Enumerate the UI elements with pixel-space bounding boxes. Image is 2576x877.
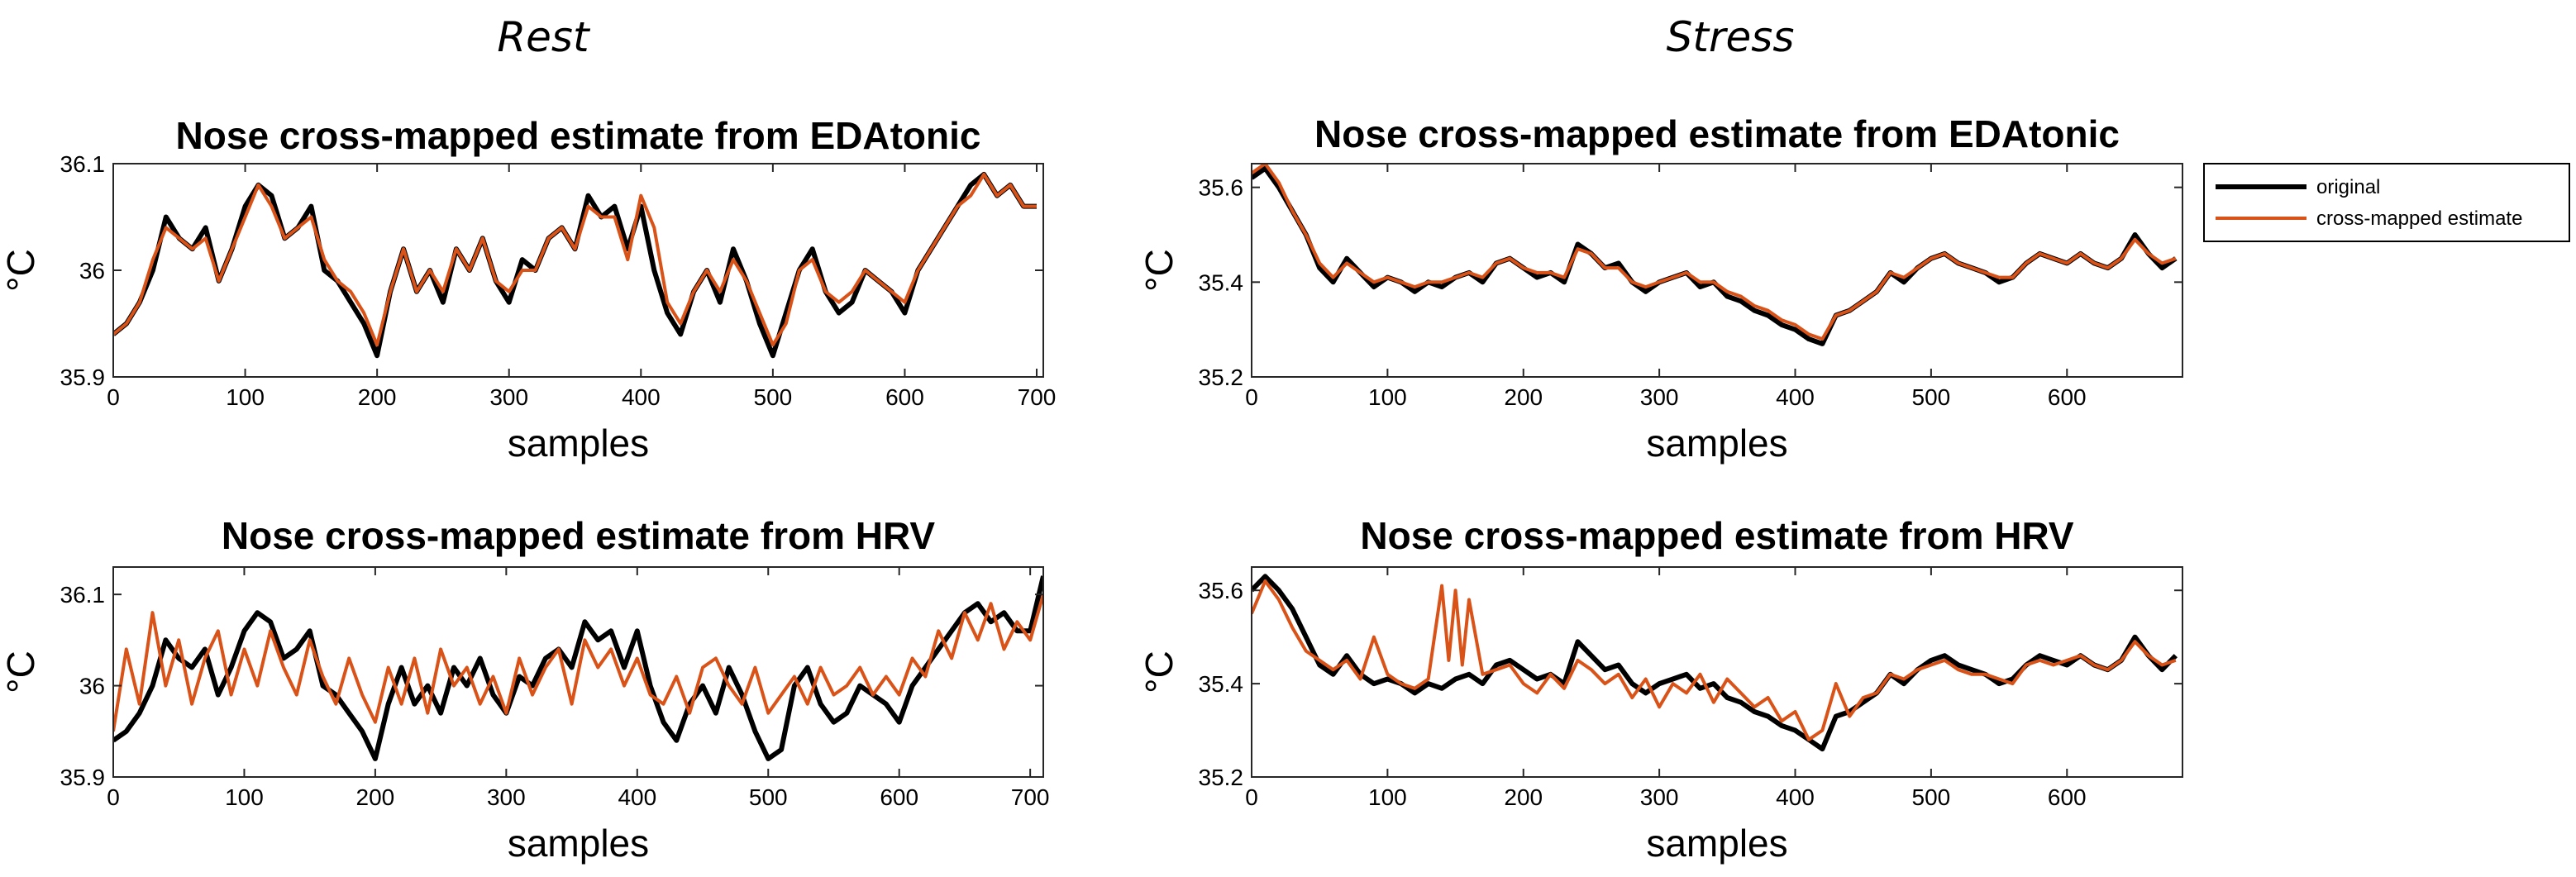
series-estimate-line (113, 172, 1037, 347)
x-tick-label: 600 (2048, 784, 2087, 810)
y-axis-label: °C (1138, 249, 1181, 292)
chart-title: Nose cross-mapped estimate from HRV (1360, 514, 2074, 557)
y-tick-label: 36.1 (60, 151, 106, 177)
column-title-stress: Stress (1667, 13, 1795, 61)
x-tick-label: 0 (1245, 384, 1258, 410)
x-tick-label: 500 (749, 784, 788, 810)
y-axis-label: °C (0, 651, 42, 693)
legend-box (2203, 163, 2570, 242)
x-tick-label: 100 (225, 784, 264, 810)
x-tick-label: 0 (107, 784, 120, 810)
x-tick-label: 200 (1504, 384, 1543, 410)
plot-area (1252, 164, 2182, 377)
x-tick-label: 200 (1504, 784, 1543, 810)
y-tick-label: 35.4 (1199, 269, 1244, 295)
x-axis-label: samples (1646, 422, 1787, 465)
y-tick-label: 35.2 (1199, 365, 1244, 390)
legend-label-estimate: cross-mapped estimate (2316, 207, 2522, 230)
series-estimate-line (1252, 164, 2177, 341)
y-tick-label: 35.6 (1199, 175, 1244, 201)
legend: original cross-mapped estimate (2203, 163, 2570, 242)
x-tick-label: 600 (2048, 384, 2087, 410)
chart-title: Nose cross-mapped estimate from EDAtonic (1314, 112, 2120, 155)
chart-panel-rest-edatonic: Nose cross-mapped estimate from EDAtonic… (0, 114, 1056, 465)
x-tick-label: 700 (1018, 384, 1057, 410)
y-tick-label: 35.9 (60, 365, 106, 390)
series-estimate-line (1252, 579, 2177, 741)
x-tick-label: 300 (487, 784, 526, 810)
y-tick-label: 35.9 (60, 765, 106, 790)
axes-box (1251, 566, 2183, 778)
y-axis-label: °C (1138, 651, 1181, 693)
x-tick-label: 100 (1368, 384, 1407, 410)
y-axis-label: °C (0, 249, 42, 292)
y-tick-label: 35.4 (1199, 671, 1244, 697)
x-tick-label: 500 (1912, 784, 1951, 810)
x-tick-label: 200 (358, 384, 397, 410)
x-tick-label: 0 (107, 384, 120, 410)
x-tick-label: 300 (1640, 384, 1679, 410)
x-axis-label: samples (508, 422, 649, 465)
y-tick-label: 35.2 (1199, 765, 1244, 790)
x-axis-label: samples (1646, 822, 1787, 865)
x-tick-label: 500 (754, 384, 793, 410)
chart-title: Nose cross-mapped estimate from EDAtonic (176, 114, 981, 157)
x-tick-label: 600 (880, 784, 918, 810)
chart-panel-stress-edatonic: Nose cross-mapped estimate from EDAtonic… (1138, 112, 2183, 465)
x-tick-label: 400 (1776, 384, 1815, 410)
y-tick-label: 35.6 (1199, 578, 1244, 603)
chart-panel-stress-hrv: Nose cross-mapped estimate from HRV 0 100 2… (1138, 514, 2183, 865)
x-tick-label: 100 (226, 384, 265, 410)
x-tick-label: 100 (1368, 784, 1407, 810)
axes-box (112, 566, 1044, 778)
x-tick-label: 400 (622, 384, 661, 410)
x-tick-label: 700 (1011, 784, 1050, 810)
x-tick-label: 400 (618, 784, 656, 810)
x-tick-label: 600 (885, 384, 924, 410)
x-tick-label: 400 (1776, 784, 1815, 810)
x-tick-label: 200 (356, 784, 395, 810)
series-estimate-line (113, 593, 1043, 732)
y-tick-label: 36 (79, 258, 105, 284)
x-tick-label: 500 (1912, 384, 1951, 410)
chart-title: Nose cross-mapped estimate from HRV (222, 514, 936, 557)
x-tick-label: 300 (1640, 784, 1679, 810)
x-tick-label: 300 (489, 384, 528, 410)
series-original-line (113, 575, 1043, 761)
plot-area (1252, 567, 2182, 777)
x-tick-label: 0 (1245, 784, 1258, 810)
y-tick-label: 36.1 (60, 582, 106, 608)
axes-box (1251, 163, 2183, 378)
chart-panel-rest-hrv: Nose cross-mapped estimate from HRV 0 100 2… (0, 514, 1050, 865)
column-title-rest: Rest (497, 13, 591, 61)
y-tick-label: 36 (79, 674, 105, 699)
legend-label-original: original (2316, 176, 2380, 198)
x-axis-label: samples (508, 822, 649, 865)
